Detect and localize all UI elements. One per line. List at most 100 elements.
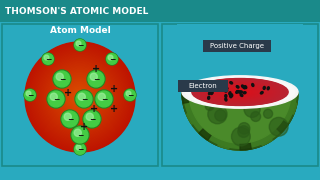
Ellipse shape [225,98,227,101]
Circle shape [74,143,86,155]
Ellipse shape [228,89,252,95]
Circle shape [68,85,92,109]
Circle shape [57,74,103,120]
Ellipse shape [224,88,256,96]
Circle shape [78,93,85,100]
Circle shape [25,90,35,100]
Ellipse shape [252,84,254,86]
Polygon shape [240,36,277,92]
Polygon shape [182,92,190,103]
Bar [0,0,320,22]
Ellipse shape [237,91,243,93]
Ellipse shape [235,91,245,93]
Circle shape [239,91,243,94]
Ellipse shape [210,84,270,100]
Circle shape [34,51,126,143]
Circle shape [27,44,133,150]
Ellipse shape [196,80,284,104]
Ellipse shape [204,82,276,102]
Ellipse shape [209,83,271,101]
Ellipse shape [239,91,242,93]
Ellipse shape [210,84,270,100]
Ellipse shape [231,94,233,97]
Circle shape [38,55,122,139]
Ellipse shape [208,96,210,99]
Ellipse shape [230,82,233,84]
Circle shape [58,75,102,119]
Text: Positive Charge: Positive Charge [210,43,264,49]
Ellipse shape [260,92,263,94]
Circle shape [182,34,298,150]
Circle shape [78,95,82,99]
Ellipse shape [209,92,211,94]
Ellipse shape [223,89,226,91]
Circle shape [40,57,120,137]
Circle shape [244,101,260,117]
Circle shape [52,69,108,125]
Circle shape [65,82,95,112]
Circle shape [261,91,264,94]
Ellipse shape [202,81,278,103]
Circle shape [61,110,79,128]
Circle shape [87,70,105,88]
Circle shape [44,61,116,133]
Ellipse shape [208,83,272,101]
Ellipse shape [213,85,267,99]
Ellipse shape [211,84,269,100]
Circle shape [208,105,227,124]
Ellipse shape [215,85,265,99]
Circle shape [240,94,243,97]
Circle shape [207,92,210,95]
Circle shape [251,112,260,122]
Circle shape [41,58,119,136]
Circle shape [46,63,114,131]
Polygon shape [182,92,298,150]
Polygon shape [189,92,291,143]
Circle shape [60,78,100,116]
Circle shape [76,91,92,107]
Circle shape [69,86,91,108]
Circle shape [95,90,113,108]
Ellipse shape [212,84,268,100]
Polygon shape [240,142,251,150]
Circle shape [229,80,232,84]
Ellipse shape [198,80,282,104]
Ellipse shape [195,79,285,105]
Circle shape [48,91,64,107]
Ellipse shape [193,79,287,105]
Ellipse shape [204,82,276,102]
Circle shape [43,54,53,64]
Circle shape [63,80,97,114]
Circle shape [264,109,273,118]
Ellipse shape [238,91,241,93]
Ellipse shape [207,86,210,88]
Ellipse shape [231,89,249,94]
Text: THOMSON'S ATOMIC MODEL: THOMSON'S ATOMIC MODEL [5,6,148,15]
Circle shape [125,90,135,100]
Circle shape [210,87,213,90]
Ellipse shape [217,86,263,98]
Polygon shape [182,63,240,92]
Circle shape [86,113,93,120]
FancyBboxPatch shape [178,80,228,92]
Circle shape [70,87,90,107]
Circle shape [215,110,226,121]
Polygon shape [186,92,240,133]
Ellipse shape [234,90,246,94]
Circle shape [215,83,218,86]
Circle shape [47,90,65,108]
Ellipse shape [222,87,258,97]
Ellipse shape [197,80,283,104]
Circle shape [26,43,134,151]
Ellipse shape [235,91,245,93]
Circle shape [243,86,246,89]
Circle shape [26,43,134,151]
Circle shape [224,87,227,90]
Circle shape [76,94,84,100]
Circle shape [76,41,81,46]
Circle shape [54,71,106,123]
Circle shape [28,46,132,148]
Ellipse shape [215,85,265,99]
Circle shape [238,91,242,93]
Circle shape [236,85,239,88]
